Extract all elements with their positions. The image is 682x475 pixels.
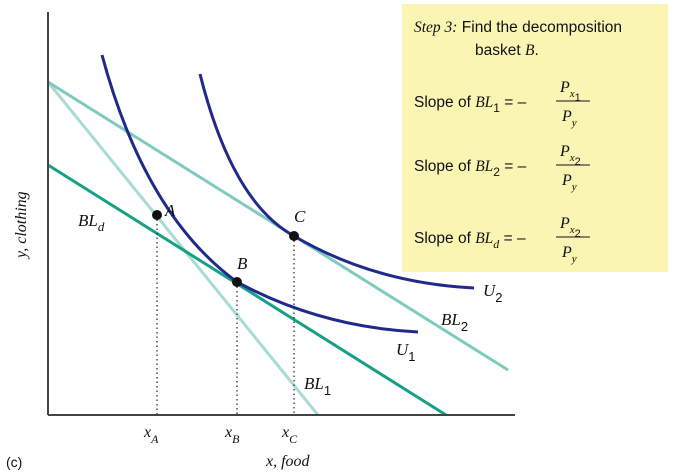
tick-label-xb: xB (224, 424, 240, 446)
svg-text:Py: Py (561, 172, 577, 193)
svg-text:Px2: Px2 (559, 143, 581, 168)
label-bl1: BL1 (304, 374, 331, 398)
svg-text:Px2: Px2 (559, 215, 581, 240)
point-b (232, 277, 242, 287)
label-u1: U1 (396, 340, 416, 364)
slope-row-bl1: Slope of BL1 = – Px1 Py (414, 79, 590, 129)
point-label-b: B (237, 254, 248, 273)
panel-label: (c) (6, 454, 22, 470)
tick-label-xc: xC (281, 424, 298, 446)
indifference-curve-u1 (100, 54, 419, 334)
slope-row-bl2: Slope of BL2 = – Px2 Py (414, 143, 590, 193)
svg-text:Slope of BLd = –: Slope of BLd = – (414, 230, 526, 251)
callout-step-line: Step 3: Find the decomposition (414, 19, 622, 36)
svg-text:Py: Py (561, 108, 577, 129)
callout-box (402, 4, 668, 272)
point-label-c: C (294, 207, 306, 226)
point-a (152, 210, 162, 220)
svg-text:Slope of BL1 = –: Slope of BL1 = – (414, 94, 527, 115)
y-axis-label: y, clothing (13, 191, 30, 260)
label-u2: U2 (483, 281, 503, 305)
tick-label-xa: xA (143, 424, 159, 446)
label-bld: BLd (78, 211, 105, 234)
label-bl2: BL2 (441, 310, 468, 334)
callout-step-line2: basket B. (475, 42, 539, 59)
svg-text:Py: Py (561, 244, 577, 265)
point-label-a: A (164, 201, 176, 220)
x-axis-label: x, food (265, 453, 311, 470)
slope-row-bld: Slope of BLd = – Px2 Py (414, 215, 590, 265)
svg-text:Px1: Px1 (559, 79, 581, 104)
svg-text:Slope of BL2 = –: Slope of BL2 = – (414, 158, 527, 179)
point-c (289, 231, 299, 241)
budget-line-bld (47, 163, 447, 417)
